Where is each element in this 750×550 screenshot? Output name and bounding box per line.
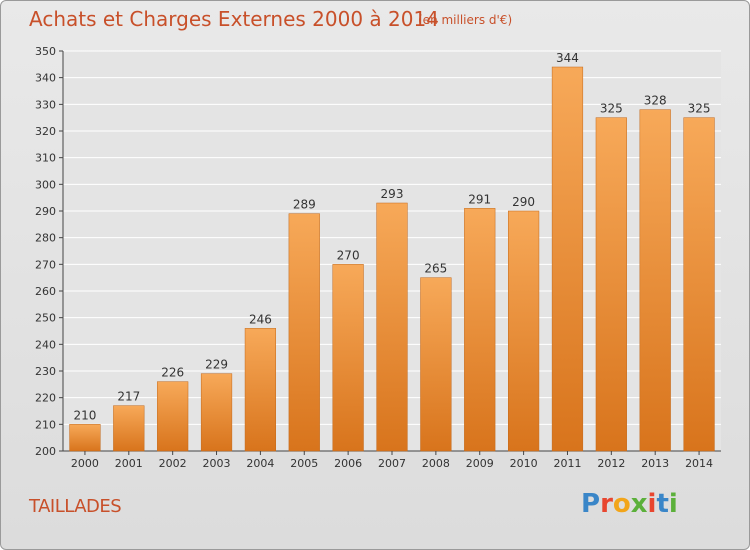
data-label-2013: 328 bbox=[644, 94, 667, 108]
y-tick-label: 200 bbox=[35, 445, 56, 458]
town-name: TAILLADES bbox=[29, 496, 122, 517]
x-tick-label-2014: 2014 bbox=[685, 457, 713, 470]
y-tick-label: 250 bbox=[35, 312, 56, 325]
x-tick-label-2002: 2002 bbox=[159, 457, 187, 470]
y-tick-label: 230 bbox=[35, 365, 56, 378]
bar-2007 bbox=[376, 202, 408, 452]
bar-2004 bbox=[244, 328, 277, 452]
bar-2000 bbox=[69, 424, 101, 452]
data-label-2005: 289 bbox=[293, 198, 316, 212]
data-label-2000: 210 bbox=[73, 408, 96, 422]
bar-2009 bbox=[464, 208, 496, 452]
x-tick-label-2011: 2011 bbox=[553, 457, 581, 470]
bar-2001 bbox=[113, 405, 145, 452]
logo-letter: o bbox=[612, 489, 631, 519]
logo-letter: i bbox=[647, 489, 657, 519]
x-tick-label-2001: 2001 bbox=[115, 457, 143, 470]
bar-2008 bbox=[420, 277, 452, 452]
bar-2006 bbox=[332, 264, 364, 452]
y-tick-label: 270 bbox=[35, 258, 56, 271]
data-label-2002: 226 bbox=[161, 366, 184, 380]
bar-2011 bbox=[551, 66, 584, 452]
bar-2013 bbox=[639, 109, 671, 452]
y-tick-label: 260 bbox=[35, 285, 56, 298]
proxiti-logo: Proxiti bbox=[581, 489, 678, 519]
data-label-2007: 293 bbox=[381, 187, 404, 201]
data-label-2012: 325 bbox=[600, 102, 623, 116]
bar-2014 bbox=[683, 117, 715, 452]
logo-letter: P bbox=[581, 489, 601, 519]
data-label-2010: 290 bbox=[512, 195, 535, 209]
x-tick-label-2005: 2005 bbox=[290, 457, 318, 470]
x-tick-label-2008: 2008 bbox=[422, 457, 450, 470]
logo-letter: i bbox=[668, 489, 678, 519]
bar-2012 bbox=[595, 117, 627, 452]
data-label-2004: 246 bbox=[249, 312, 272, 326]
data-label-2006: 270 bbox=[337, 248, 360, 262]
data-label-2001: 217 bbox=[117, 390, 140, 404]
y-tick-label: 350 bbox=[35, 45, 56, 58]
x-tick-label-2010: 2010 bbox=[510, 457, 538, 470]
data-label-2009: 291 bbox=[468, 192, 491, 206]
y-tick-label: 330 bbox=[35, 98, 56, 111]
logo-letter: r bbox=[600, 489, 613, 519]
data-label-2008: 265 bbox=[424, 262, 447, 276]
x-tick-label-2006: 2006 bbox=[334, 457, 362, 470]
bar-2002 bbox=[157, 381, 189, 452]
x-tick-label-2012: 2012 bbox=[597, 457, 625, 470]
y-tick-label: 340 bbox=[35, 72, 56, 85]
logo-letter: t bbox=[656, 489, 669, 519]
data-label-2003: 229 bbox=[205, 358, 228, 372]
logo-letter: x bbox=[630, 489, 648, 519]
x-tick-label-2007: 2007 bbox=[378, 457, 406, 470]
x-tick-label-2004: 2004 bbox=[246, 457, 274, 470]
chart-title: Achats et Charges Externes 2000 à 2014 bbox=[29, 7, 439, 31]
x-tick-label-2009: 2009 bbox=[466, 457, 494, 470]
y-tick-label: 210 bbox=[35, 418, 56, 431]
bar-2005 bbox=[288, 213, 320, 452]
y-tick-label: 290 bbox=[35, 205, 56, 218]
y-tick-label: 320 bbox=[35, 125, 56, 138]
x-tick-label-2013: 2013 bbox=[641, 457, 669, 470]
data-label-2014: 325 bbox=[688, 102, 711, 116]
y-tick-label: 280 bbox=[35, 232, 56, 245]
y-tick-label: 300 bbox=[35, 178, 56, 191]
x-tick-label-2003: 2003 bbox=[203, 457, 231, 470]
y-tick-label: 220 bbox=[35, 392, 56, 405]
x-tick-label-2000: 2000 bbox=[71, 457, 99, 470]
bar-2010 bbox=[507, 210, 540, 452]
y-tick-label: 240 bbox=[35, 338, 56, 351]
data-label-2011: 344 bbox=[556, 51, 579, 65]
chart-subtitle: (en milliers d'€) bbox=[418, 13, 513, 27]
y-tick-label: 310 bbox=[35, 152, 56, 165]
bar-2003 bbox=[200, 373, 233, 452]
